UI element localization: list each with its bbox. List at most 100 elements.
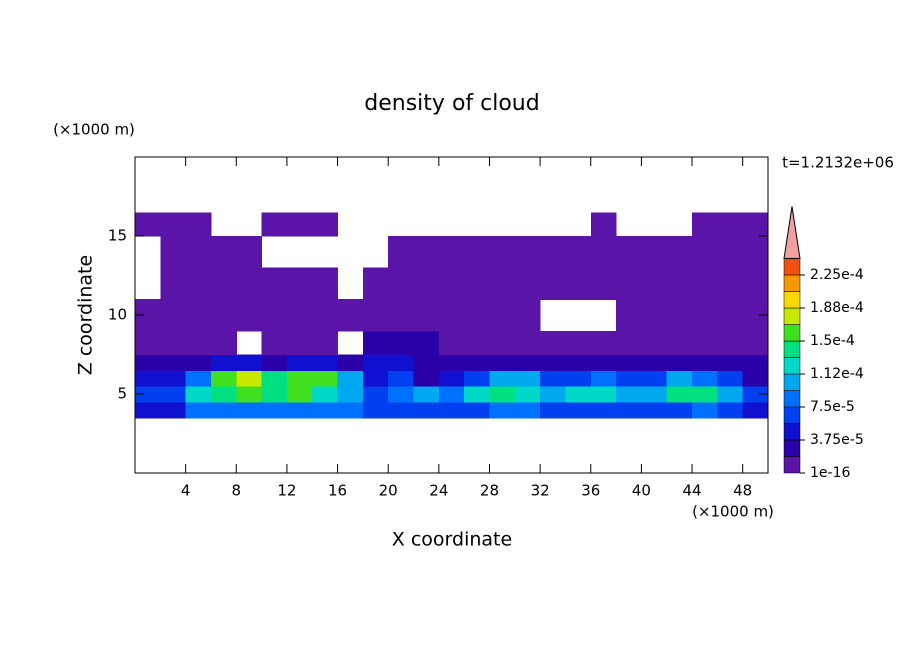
chart-title: density of cloud (364, 91, 539, 116)
contour-cell (135, 212, 161, 237)
contour-cell (210, 370, 237, 387)
contour-cell (489, 370, 516, 387)
contour-cell (666, 299, 693, 332)
x-tick-label: 44 (682, 482, 701, 500)
colorbar-band (783, 373, 801, 391)
x-tick-label: 12 (277, 482, 296, 500)
contour-cell (742, 236, 769, 269)
contour-cell (388, 267, 415, 300)
contour-cell (590, 212, 617, 237)
contour-cell (641, 401, 668, 419)
contour-cell (514, 354, 541, 371)
contour-cell (616, 299, 642, 332)
contour-cell (666, 267, 693, 300)
contour-cell (540, 370, 567, 387)
contour-cell (692, 236, 718, 269)
contour-cell (236, 370, 263, 387)
x-tick-label: 24 (429, 482, 448, 500)
contour-cell (514, 299, 541, 332)
colorbar-band (783, 357, 801, 375)
contour-cell (388, 401, 415, 419)
contour-cell (590, 370, 617, 387)
colorbar-tick-label: 1.5e-4 (810, 333, 855, 349)
contour-cell (362, 386, 389, 403)
contour-cell (514, 330, 541, 356)
contour-cell (261, 354, 288, 371)
contour-cell (286, 330, 313, 356)
contour-cell (261, 370, 288, 387)
contour-cell (312, 330, 339, 356)
contour-cell (362, 401, 389, 419)
contour-cell (236, 386, 263, 403)
colorbar-band (783, 258, 801, 276)
contour-cell (666, 370, 693, 387)
contour-cell (464, 370, 491, 387)
contour-cell (717, 401, 744, 419)
contour-cell (540, 354, 567, 371)
contour-cell (261, 299, 288, 332)
x-axis-label: X coordinate (392, 529, 512, 551)
contour-cell (438, 267, 465, 300)
contour-cell (438, 236, 465, 269)
contour-cell (135, 354, 161, 371)
contour-cell (489, 236, 516, 269)
contour-cell (666, 330, 693, 356)
contour-cell (413, 386, 440, 403)
contour-cell (540, 386, 567, 403)
contour-cell (160, 236, 187, 269)
contour-cell (413, 236, 440, 269)
contour-cell (742, 370, 769, 387)
contour-cell (286, 267, 313, 300)
contour-cell (464, 386, 491, 403)
contour-cell (489, 299, 516, 332)
colorbar-tick-label: 1.88e-4 (810, 300, 864, 316)
contour-cell (261, 267, 288, 300)
contour-cell (717, 370, 744, 387)
contour-cell (312, 354, 339, 371)
contour-cell (717, 299, 744, 332)
contour-cell (666, 401, 693, 419)
contour-cell (236, 401, 263, 419)
contour-cell (438, 386, 465, 403)
contour-cell (286, 370, 313, 387)
contour-cell (236, 299, 263, 332)
contour-cell (742, 267, 769, 300)
contour-cell (210, 267, 237, 300)
contour-cell (692, 212, 718, 237)
contour-cell (438, 299, 465, 332)
contour-cell (413, 299, 440, 332)
contour-cell (590, 386, 617, 403)
contour-cell (641, 236, 668, 269)
contour-cell (489, 354, 516, 371)
contour-cell (540, 236, 567, 269)
contour-cell (413, 401, 440, 419)
contour-cell (616, 354, 642, 371)
x-tick-label: 20 (379, 482, 398, 500)
contour-cell (666, 354, 693, 371)
colorbar-tick-label: 2.25e-4 (810, 267, 864, 283)
contour-cell (616, 370, 642, 387)
contour-cell (489, 386, 516, 403)
contour-cell (337, 401, 364, 419)
contour-cell (236, 267, 263, 300)
contour-cell (286, 401, 313, 419)
contour-cell (464, 236, 491, 269)
contour-cell (362, 354, 389, 371)
contour-cell (641, 267, 668, 300)
colorbar-extend (783, 206, 801, 259)
contour-cell (312, 401, 339, 419)
contour-cell (160, 330, 187, 356)
contour-cell (717, 330, 744, 356)
colorbar-tick-label: 3.75e-5 (810, 432, 864, 448)
contour-cell (742, 386, 769, 403)
contour-cell (641, 354, 668, 371)
contour-cell (135, 370, 161, 387)
contour-cell (540, 330, 567, 356)
contour-cell (413, 330, 440, 356)
contour-cell (210, 330, 237, 356)
contour-cell (413, 370, 440, 387)
y-unit: (×1000 m) (53, 121, 135, 139)
contour-cell (185, 370, 212, 387)
